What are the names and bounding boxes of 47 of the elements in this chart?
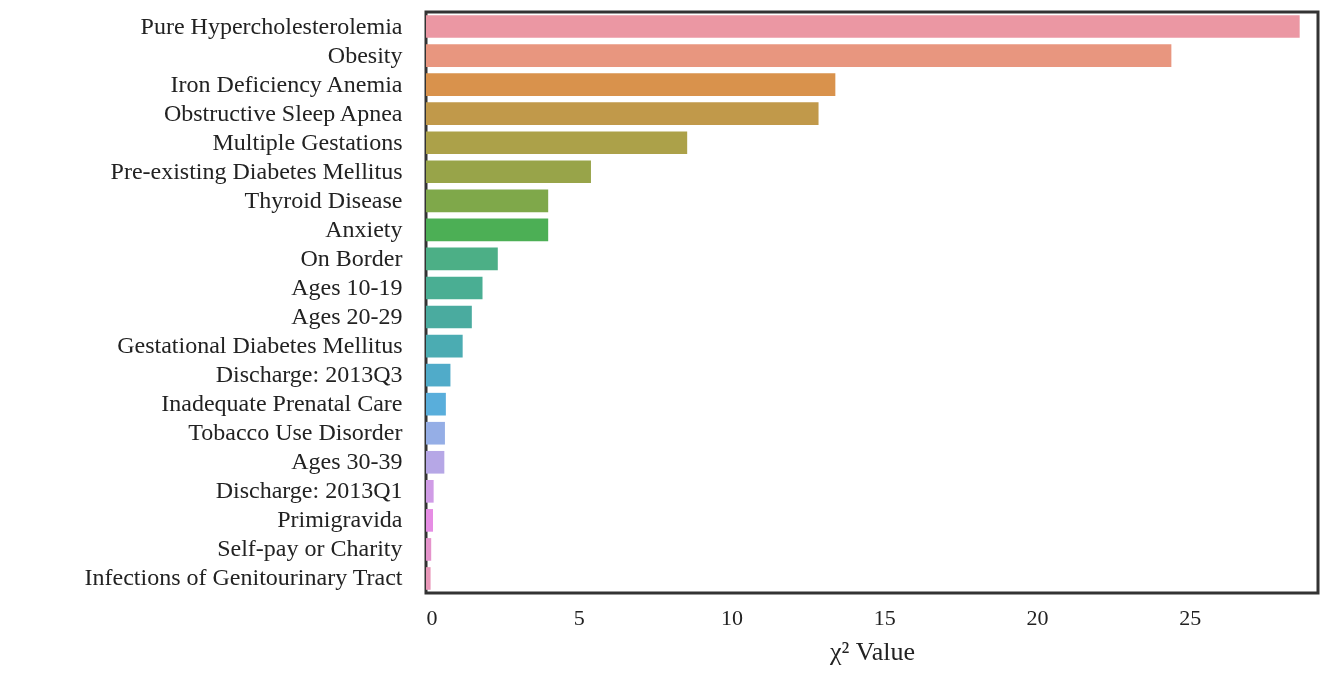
bar xyxy=(426,538,432,561)
y-tick-label: Ages 10-19 xyxy=(291,273,403,300)
y-tick-label: Self-pay or Charity xyxy=(217,535,403,562)
y-tick-label: Discharge: 2013Q1 xyxy=(215,477,403,504)
bar xyxy=(426,509,434,532)
bar xyxy=(426,218,549,242)
y-tick-label: Anxiety xyxy=(325,215,403,242)
y-tick-label: Multiple Gestations xyxy=(212,128,403,155)
bar xyxy=(426,102,819,125)
bar xyxy=(426,73,836,96)
y-tick-label: Gestational Diabetes Mellitus xyxy=(117,332,403,359)
x-axis-title: χ² Value xyxy=(828,636,916,666)
y-tick-label: Discharge: 2013Q3 xyxy=(215,361,403,388)
bar xyxy=(426,450,445,474)
bar xyxy=(426,392,446,416)
x-tick-label: 15 xyxy=(873,604,896,630)
y-tick-label: Obesity xyxy=(327,41,403,68)
bar xyxy=(426,247,498,271)
y-tick-label: Ages 30-39 xyxy=(291,448,403,475)
bar xyxy=(426,421,445,445)
x-tick-label: 5 xyxy=(573,604,585,630)
bar xyxy=(426,44,1172,67)
bar xyxy=(426,160,591,184)
x-tick-label: 25 xyxy=(1179,604,1202,630)
y-tick-label: Pre-existing Diabetes Mellitus xyxy=(110,157,403,184)
bar xyxy=(426,15,1300,38)
y-tick-label: On Border xyxy=(300,244,403,271)
y-tick-label: Obstructive Sleep Apnea xyxy=(163,99,403,126)
bar xyxy=(426,305,472,329)
x-tick-label: 10 xyxy=(720,604,743,630)
y-tick-label: Pure Hypercholesterolemia xyxy=(140,12,403,39)
y-tick-label: Iron Deficiency Anemia xyxy=(170,70,403,97)
y-tick-label: Tobacco Use Disorder xyxy=(188,419,403,446)
bar xyxy=(426,276,483,300)
y-tick-label: Thyroid Disease xyxy=(244,186,403,213)
x-tick-label: 0 xyxy=(426,604,438,630)
y-tick-label: Inadequate Prenatal Care xyxy=(161,390,403,417)
y-tick-label: Primigravida xyxy=(277,506,403,533)
bar xyxy=(426,480,434,503)
bar xyxy=(426,567,431,590)
bar xyxy=(426,189,549,213)
bar xyxy=(426,131,688,155)
bar xyxy=(426,334,463,358)
y-tick-label: Infections of Genitourinary Tract xyxy=(84,564,403,591)
y-tick-label: Ages 20-29 xyxy=(291,303,403,330)
bar xyxy=(426,363,451,387)
x-tick-label: 20 xyxy=(1026,604,1049,630)
